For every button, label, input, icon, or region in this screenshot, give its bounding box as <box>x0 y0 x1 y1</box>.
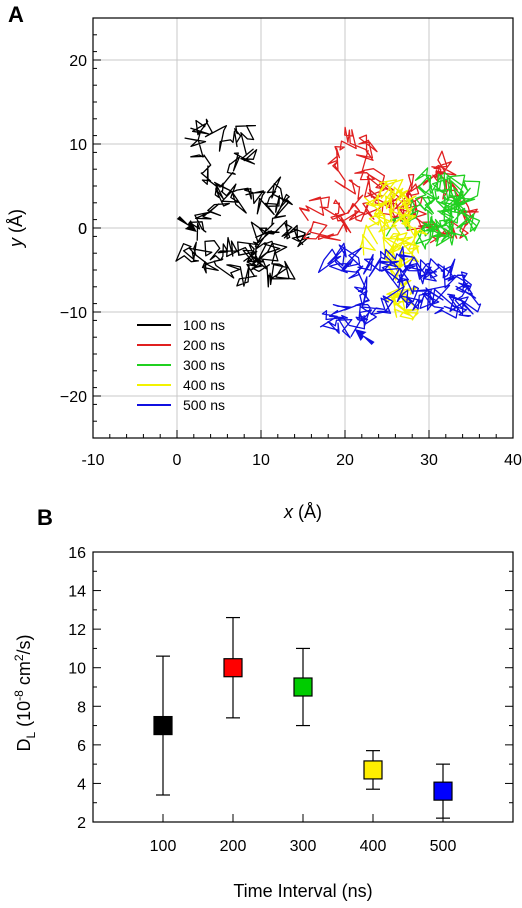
y-axis-label: DL (10-8 cm2/s) <box>12 634 38 751</box>
y-tick-label: 16 <box>68 545 86 562</box>
y-tick-label: 14 <box>68 584 86 601</box>
x-tick-label: 30 <box>420 452 438 469</box>
y-tick-label: 10 <box>68 661 86 678</box>
legend-label: 200 ns <box>183 337 225 353</box>
x-tick-label: 40 <box>504 452 522 469</box>
y-tick-label: 10 <box>69 137 87 154</box>
x-tick-label: 500 <box>430 838 457 855</box>
arrow-marker <box>354 329 375 345</box>
diffusion-plot: 2 4 6 8 10 12 14 16 100 200 300 400 500 Time Interval… <box>12 545 514 901</box>
x-tick-label: 300 <box>290 838 317 855</box>
y-tick-label: 6 <box>77 738 86 755</box>
x-tick-label: -10 <box>81 452 104 469</box>
legend-label: 400 ns <box>183 377 225 393</box>
y-axis-label: y (Å) <box>6 209 26 249</box>
y-tick-label: 20 <box>69 53 87 70</box>
data-point <box>293 677 313 697</box>
x-tick-label: 200 <box>220 838 247 855</box>
y-tick-label: 0 <box>78 221 87 238</box>
y-tick-label: −20 <box>60 389 87 406</box>
arrow-marker <box>176 216 197 232</box>
legend-label: 100 ns <box>183 317 225 333</box>
x-tick-label: 10 <box>252 452 270 469</box>
x-tick-label: 100 <box>150 838 177 855</box>
legend-label: 300 ns <box>183 357 225 373</box>
data-point <box>223 658 243 678</box>
y-tick-label: −10 <box>60 305 87 322</box>
trace-100-ns <box>175 118 311 288</box>
data-point <box>153 715 173 736</box>
y-tick-label: 0 <box>78 221 87 238</box>
x-tick-label: 400 <box>360 838 387 855</box>
x-axis-label: Time Interval (ns) <box>233 881 372 901</box>
data-point <box>433 781 453 801</box>
trace-500-ns <box>317 242 482 339</box>
legend-label: 500 ns <box>183 397 225 413</box>
data-point <box>363 760 383 780</box>
y-tick-label: 2 <box>77 815 86 832</box>
panel-label-a: A <box>8 2 24 27</box>
y-tick-label: 4 <box>77 776 86 793</box>
x-tick-label: 0 <box>173 452 182 469</box>
y-tick-label: 8 <box>77 699 86 716</box>
panel-label-b: B <box>37 505 53 530</box>
y-tick-label: 12 <box>68 622 86 639</box>
x-tick-label: 20 <box>336 452 354 469</box>
x-axis-label: x (Å) <box>283 502 322 522</box>
trace-300-ns <box>385 167 481 250</box>
